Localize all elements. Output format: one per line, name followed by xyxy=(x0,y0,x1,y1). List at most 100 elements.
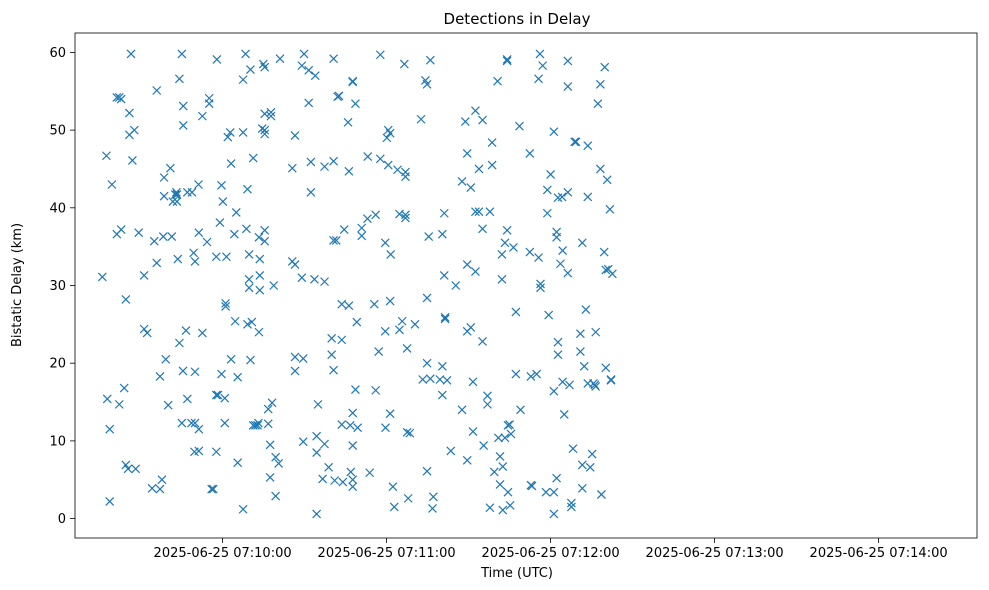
data-point-31 xyxy=(155,484,165,494)
data-point-63 xyxy=(194,180,203,189)
data-point-365 xyxy=(595,164,605,174)
data-point-149 xyxy=(298,354,308,363)
data-point-295 xyxy=(502,54,512,64)
data-point-48 xyxy=(177,49,187,59)
data-point-121 xyxy=(258,59,268,69)
data-point-290 xyxy=(498,462,508,471)
data-point-142 xyxy=(290,260,300,269)
data-point-331 xyxy=(553,337,563,347)
data-point-41 xyxy=(170,190,180,200)
data-point-156 xyxy=(310,71,320,81)
data-point-61 xyxy=(190,367,200,377)
data-point-104 xyxy=(244,249,254,259)
data-point-316 xyxy=(536,283,545,293)
data-point-285 xyxy=(495,451,505,461)
data-point-318 xyxy=(541,487,551,497)
data-point-291 xyxy=(500,433,510,443)
data-point-372 xyxy=(601,363,611,373)
x-tick-label: 2025-06-25 07:11:00 xyxy=(318,546,456,561)
data-point-270 xyxy=(474,164,484,174)
data-point-92 xyxy=(229,229,239,239)
data-point-46 xyxy=(174,338,184,348)
data-point-67 xyxy=(197,111,207,121)
y-tick-label: 0 xyxy=(58,512,66,527)
data-point-324 xyxy=(549,487,559,497)
data-point-99 xyxy=(238,75,248,85)
data-point-252 xyxy=(440,312,450,322)
data-point-80 xyxy=(217,369,226,379)
data-point-12 xyxy=(119,383,129,393)
data-point-180 xyxy=(339,225,349,234)
data-point-66 xyxy=(194,424,204,434)
data-point-136 xyxy=(271,452,281,462)
data-point-336 xyxy=(558,377,568,387)
data-point-216 xyxy=(386,249,396,259)
data-point-284 xyxy=(493,76,502,86)
data-point-339 xyxy=(563,82,573,92)
data-point-213 xyxy=(385,128,395,138)
data-point-296 xyxy=(503,487,513,497)
data-point-155 xyxy=(310,274,319,284)
data-point-34 xyxy=(159,173,169,182)
data-point-191 xyxy=(348,408,358,418)
data-point-266 xyxy=(468,377,478,387)
data-point-27 xyxy=(149,236,159,246)
data-point-47 xyxy=(174,74,184,84)
data-point-370 xyxy=(600,62,610,72)
data-point-333 xyxy=(556,259,565,269)
data-point-73 xyxy=(208,484,218,494)
data-point-115 xyxy=(254,232,264,242)
data-point-159 xyxy=(312,509,322,519)
data-point-64 xyxy=(194,446,204,456)
y-tick-label: 40 xyxy=(49,201,66,216)
data-point-32 xyxy=(157,475,167,485)
data-point-4 xyxy=(105,424,115,434)
data-point-249 xyxy=(439,208,449,218)
data-point-226 xyxy=(401,213,410,223)
data-point-83 xyxy=(220,418,230,428)
y-tick-label: 30 xyxy=(49,279,66,294)
data-point-307 xyxy=(525,247,535,257)
data-point-347 xyxy=(571,137,581,147)
data-point-219 xyxy=(393,165,402,175)
data-point-319 xyxy=(542,208,552,218)
data-point-43 xyxy=(172,190,182,200)
data-point-272 xyxy=(478,337,487,346)
data-point-335 xyxy=(558,246,568,255)
data-point-256 xyxy=(457,176,467,186)
data-point-58 xyxy=(189,248,199,258)
data-point-56 xyxy=(187,187,197,197)
data-point-378 xyxy=(607,269,617,279)
data-point-119 xyxy=(255,254,265,264)
data-point-122 xyxy=(260,125,270,135)
data-point-42 xyxy=(171,187,181,197)
data-point-120 xyxy=(257,124,267,133)
data-point-182 xyxy=(344,166,354,176)
data-point-172 xyxy=(330,476,340,485)
y-axis-ticks: 0 10 20 30 40 50 60 xyxy=(49,46,75,527)
data-point-13 xyxy=(121,295,131,304)
data-point-76 xyxy=(212,54,222,64)
data-point-53 xyxy=(181,326,191,335)
data-point-233 xyxy=(416,114,426,124)
x-tick-label: 2025-06-25 07:12:00 xyxy=(482,546,620,561)
data-point-54 xyxy=(182,394,192,404)
data-point-128 xyxy=(263,404,273,414)
data-point-176 xyxy=(337,420,347,429)
data-point-118 xyxy=(255,285,265,295)
data-point-175 xyxy=(334,91,344,101)
data-point-202 xyxy=(371,210,381,220)
data-point-343 xyxy=(566,498,576,508)
data-point-217 xyxy=(388,482,398,492)
data-point-133 xyxy=(266,107,276,117)
data-point-353 xyxy=(579,361,589,371)
data-point-230 xyxy=(403,493,413,503)
data-point-165 xyxy=(324,462,334,472)
data-point-286 xyxy=(495,479,505,489)
data-point-227 xyxy=(401,210,410,220)
data-point-198 xyxy=(363,214,372,224)
data-point-329 xyxy=(552,232,562,242)
data-point-93 xyxy=(230,316,240,326)
data-point-188 xyxy=(348,441,358,450)
